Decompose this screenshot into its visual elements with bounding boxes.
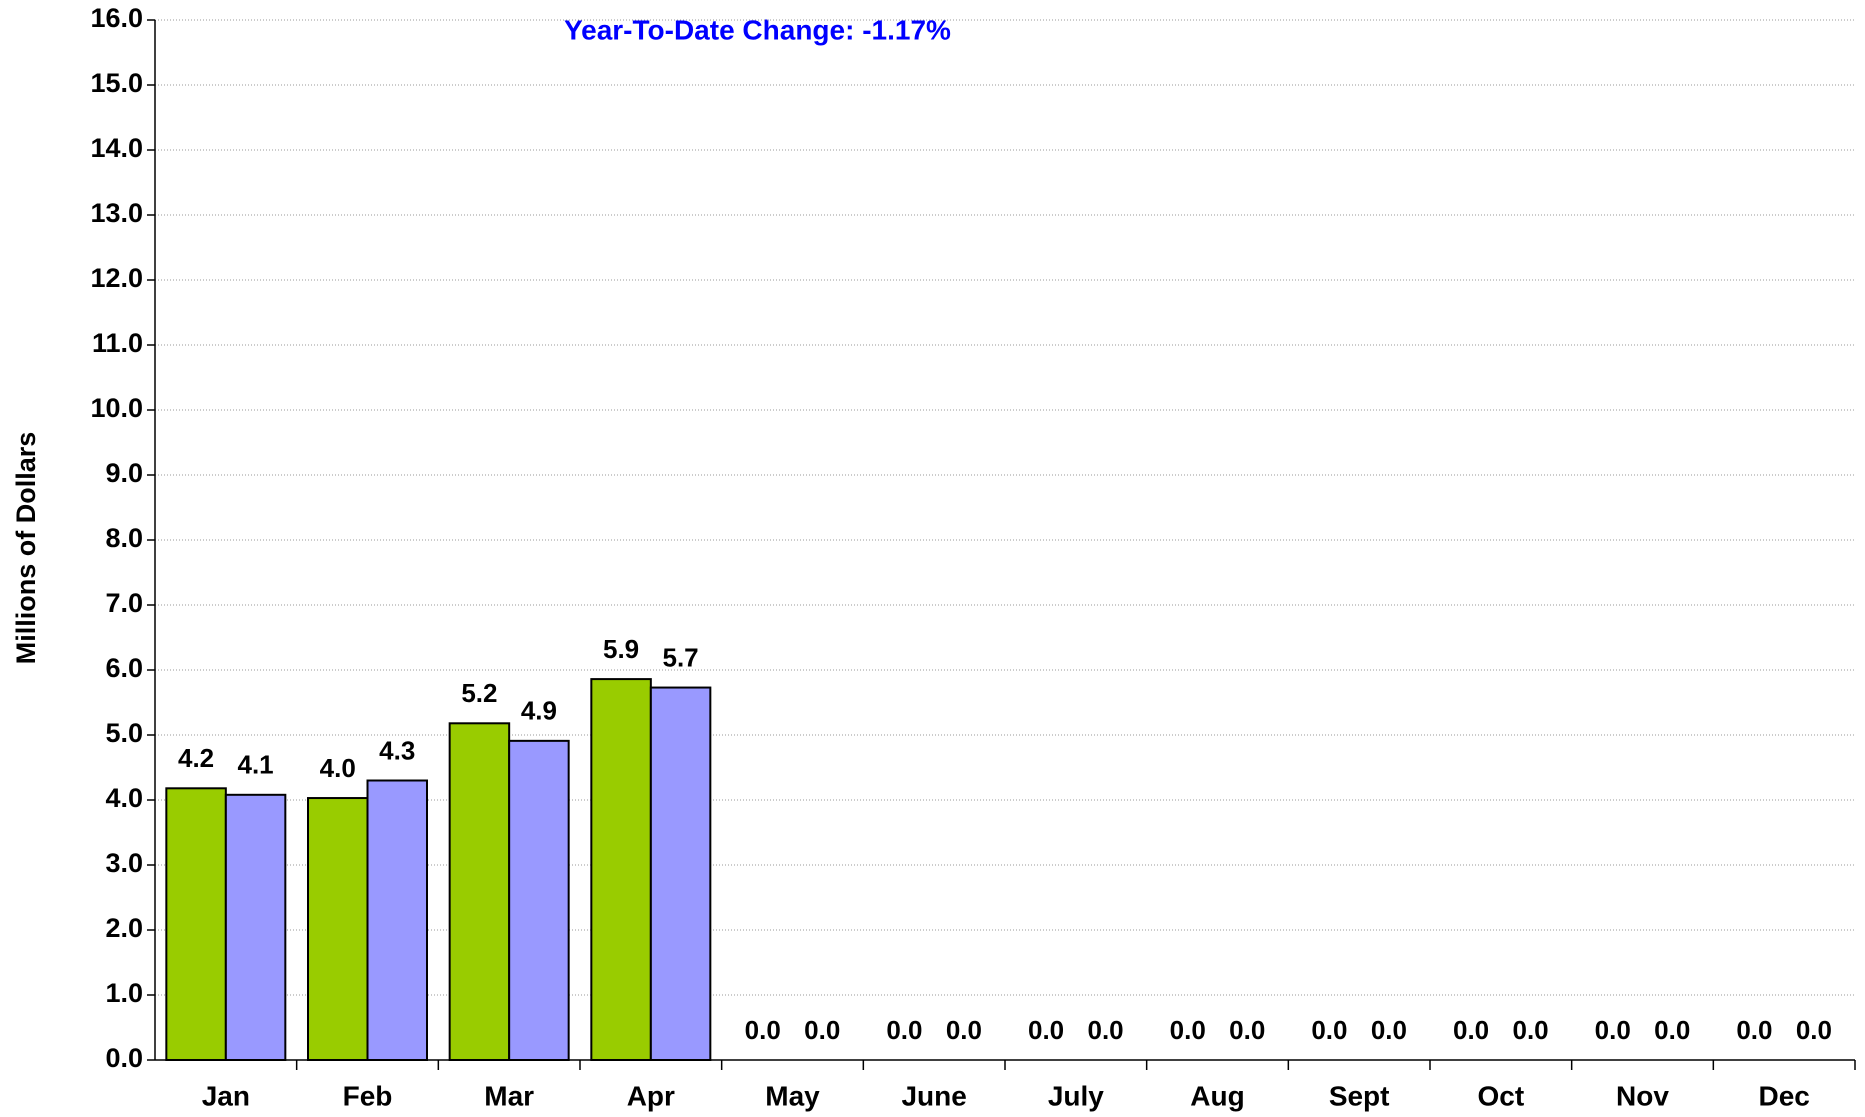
- value-label: 0.0: [1229, 1015, 1265, 1045]
- value-label: 0.0: [886, 1015, 922, 1045]
- x-tick-label: July: [1048, 1080, 1104, 1111]
- y-tick-label: 5.0: [105, 718, 143, 748]
- y-tick-label: 15.0: [90, 68, 143, 98]
- value-label: 0.0: [1453, 1015, 1489, 1045]
- x-tick-label: Dec: [1758, 1080, 1809, 1111]
- y-tick-label: 13.0: [90, 198, 143, 228]
- value-label: 0.0: [1513, 1015, 1549, 1045]
- value-label: 4.3: [379, 735, 415, 765]
- value-label: 0.0: [1371, 1015, 1407, 1045]
- y-tick-label: 16.0: [90, 3, 143, 33]
- y-tick-label: 7.0: [105, 588, 143, 618]
- y-tick-label: 14.0: [90, 133, 143, 163]
- x-tick-label: Apr: [627, 1080, 675, 1111]
- x-tick-label: Jan: [202, 1080, 250, 1111]
- bar: [590, 678, 652, 1061]
- x-tick-label: Aug: [1190, 1080, 1244, 1111]
- annotation: Year-To-Date Change: -1.17%: [564, 14, 951, 45]
- value-label: 0.0: [1595, 1015, 1631, 1045]
- value-label: 5.9: [603, 634, 639, 664]
- x-tick-label: May: [765, 1080, 820, 1111]
- y-axis-label: Millions of Dollars: [11, 432, 41, 665]
- value-label: 4.1: [238, 750, 274, 780]
- x-tick-label: Sept: [1329, 1080, 1390, 1111]
- value-label: 0.0: [1736, 1015, 1772, 1045]
- value-label: 0.0: [946, 1015, 982, 1045]
- bar: [649, 686, 712, 1061]
- y-tick-label: 8.0: [105, 523, 143, 553]
- y-tick-label: 3.0: [105, 848, 143, 878]
- value-label: 4.2: [178, 743, 214, 773]
- value-label: 4.0: [320, 753, 356, 783]
- y-tick-label: 2.0: [105, 913, 143, 943]
- x-tick-label: Oct: [1477, 1080, 1524, 1111]
- y-tick-label: 0.0: [105, 1043, 143, 1073]
- bar: [448, 722, 511, 1061]
- x-tick-label: Mar: [484, 1080, 534, 1111]
- y-tick-label: 11.0: [92, 328, 143, 358]
- x-tick-label: Feb: [343, 1080, 393, 1111]
- value-label: 0.0: [1796, 1015, 1832, 1045]
- value-label: 0.0: [1170, 1015, 1206, 1045]
- y-tick-label: 6.0: [105, 653, 143, 683]
- bar: [224, 793, 287, 1061]
- bar: [165, 787, 227, 1061]
- value-label: 5.7: [663, 642, 699, 672]
- value-label: 4.9: [521, 696, 557, 726]
- y-tick-label: 10.0: [90, 393, 143, 423]
- value-label: 0.0: [745, 1015, 781, 1045]
- bar: [307, 797, 369, 1061]
- y-tick-label: 4.0: [105, 783, 143, 813]
- value-label: 0.0: [804, 1015, 840, 1045]
- value-label: 0.0: [1088, 1015, 1124, 1045]
- value-label: 0.0: [1028, 1015, 1064, 1045]
- value-label: 0.0: [1311, 1015, 1347, 1045]
- y-tick-label: 1.0: [105, 978, 143, 1008]
- y-tick-label: 12.0: [90, 263, 143, 293]
- bar: [508, 739, 570, 1061]
- bar: [366, 779, 428, 1061]
- y-tick-label: 9.0: [105, 458, 143, 488]
- value-label: 5.2: [461, 678, 497, 708]
- x-tick-label: Nov: [1616, 1080, 1669, 1111]
- value-label: 0.0: [1654, 1015, 1690, 1045]
- x-tick-label: June: [901, 1080, 966, 1111]
